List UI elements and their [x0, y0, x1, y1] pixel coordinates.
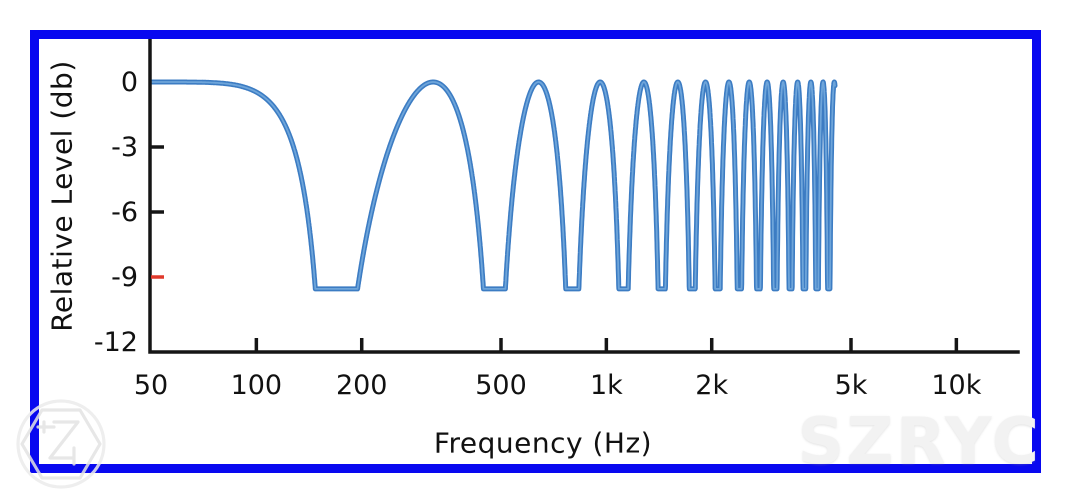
y-tick-label--9: -9 — [111, 262, 138, 293]
x-tick-label-50: 50 — [134, 370, 168, 401]
x-tick-label-1k: 1k — [590, 370, 623, 401]
y-tick-label--3: -3 — [111, 132, 138, 163]
x-axis-ticks — [254, 338, 959, 351]
axis-spines — [148, 38, 1020, 354]
x-tick-label-5k: 5k — [835, 370, 868, 401]
y-tick-label-0: 0 — [121, 67, 138, 98]
x-tick-label-500: 500 — [475, 370, 527, 401]
frame-border — [30, 30, 1041, 473]
x-tick-label-200: 200 — [336, 370, 388, 401]
y-axis-ticks — [151, 145, 164, 279]
y-tick-label--12: -12 — [94, 327, 138, 358]
response-curve-highlight — [150, 81, 836, 290]
x-axis-tick-labels: 50 100 200 500 1k 2k 5k 10k — [134, 370, 982, 401]
y-axis-tick-labels: 0 -3 -6 -9 -12 — [94, 67, 138, 358]
x-tick-label-2k: 2k — [695, 370, 728, 401]
x-axis-title: Frequency (Hz) — [433, 426, 653, 460]
watermark-text: SZRYC — [797, 405, 1042, 479]
x-tick-label-10k: 10k — [931, 370, 981, 401]
x-tick-label-100: 100 — [231, 370, 283, 401]
y-tick-label--6: -6 — [111, 197, 138, 228]
hexagon-gem-logo-icon — [16, 399, 106, 489]
